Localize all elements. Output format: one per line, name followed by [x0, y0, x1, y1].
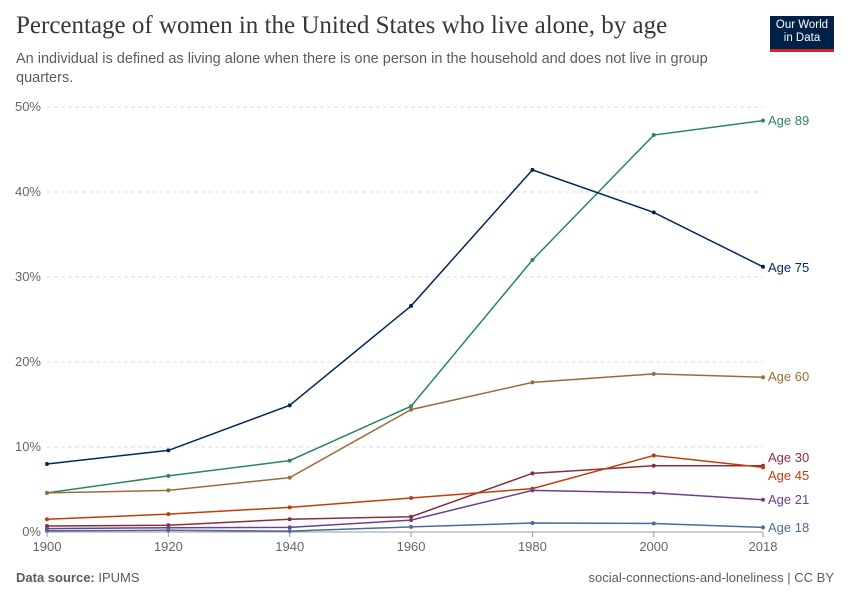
- data-point: [651, 210, 656, 215]
- x-tick-label: 2018: [749, 539, 778, 554]
- source-link[interactable]: IPUMS: [98, 570, 140, 585]
- data-point: [45, 528, 49, 533]
- data-point: [761, 465, 765, 470]
- series-line: [46, 119, 764, 494]
- data-point: [651, 371, 656, 376]
- data-point: [651, 463, 656, 468]
- owid-logo[interactable]: Our World in Data: [770, 16, 834, 52]
- data-point: [409, 496, 414, 500]
- data-point: [530, 167, 535, 172]
- data-point: [409, 518, 414, 523]
- x-tick-label: 2000: [639, 539, 668, 554]
- series-label: Age 89: [768, 113, 809, 128]
- x-tick-label: 1940: [275, 539, 304, 554]
- data-point: [530, 488, 535, 493]
- data-point: [530, 471, 535, 476]
- y-tick-label: 40%: [15, 184, 41, 199]
- data-point: [45, 517, 49, 522]
- series-label: Age 45: [768, 468, 809, 483]
- y-tick-label: 0%: [22, 524, 41, 539]
- source-label: Data source:: [16, 570, 95, 585]
- data-point: [287, 458, 292, 463]
- data-point: [166, 528, 171, 533]
- data-point: [530, 380, 535, 385]
- series-line: [46, 464, 763, 527]
- series-label: Age 21: [768, 492, 809, 507]
- data-point: [166, 512, 171, 517]
- footer-license[interactable]: social-connections-and-loneliness | CC B…: [588, 570, 834, 585]
- data-point: [761, 375, 765, 380]
- data-point: [530, 520, 535, 525]
- x-tick-label: 1980: [518, 539, 547, 554]
- series-line: [46, 169, 764, 465]
- y-tick-label: 20%: [15, 354, 41, 369]
- data-point: [651, 133, 656, 138]
- data-point: [166, 448, 171, 453]
- x-tick-label: 1960: [397, 539, 426, 554]
- data-point: [287, 529, 292, 534]
- data-point: [530, 258, 535, 262]
- series-label: Age 30: [768, 450, 809, 465]
- data-point: [166, 488, 171, 493]
- chart-title: Percentage of women in the United States…: [16, 12, 668, 39]
- data-point: [287, 517, 292, 522]
- data-point: [287, 505, 292, 510]
- data-point: [45, 462, 49, 466]
- series-line: [46, 373, 764, 494]
- data-point: [761, 525, 765, 530]
- data-point: [409, 303, 414, 308]
- data-point: [761, 264, 765, 269]
- data-point: [651, 453, 656, 458]
- data-point: [287, 525, 292, 530]
- series-label: Age 75: [768, 260, 809, 275]
- data-point: [409, 524, 414, 529]
- data-point: [45, 490, 49, 495]
- y-tick-label: 10%: [15, 439, 41, 454]
- data-source: Data source: IPUMS: [16, 570, 140, 585]
- data-point: [651, 490, 656, 495]
- data-point: [761, 118, 765, 123]
- data-point: [409, 407, 414, 412]
- data-point: [409, 514, 414, 519]
- y-tick-label: 50%: [15, 99, 41, 114]
- data-point: [287, 403, 292, 408]
- data-point: [409, 404, 414, 409]
- data-point: [166, 473, 171, 478]
- data-point: [287, 475, 292, 480]
- chart-subtitle: An individual is defined as living alone…: [16, 51, 708, 86]
- x-tick-label: 1900: [33, 539, 62, 554]
- y-tick-label: 30%: [15, 269, 41, 284]
- data-point: [651, 521, 656, 526]
- series-label: Age 18: [768, 520, 809, 535]
- series-label: Age 60: [768, 369, 809, 384]
- x-tick-label: 1920: [154, 539, 183, 554]
- data-point: [761, 497, 765, 502]
